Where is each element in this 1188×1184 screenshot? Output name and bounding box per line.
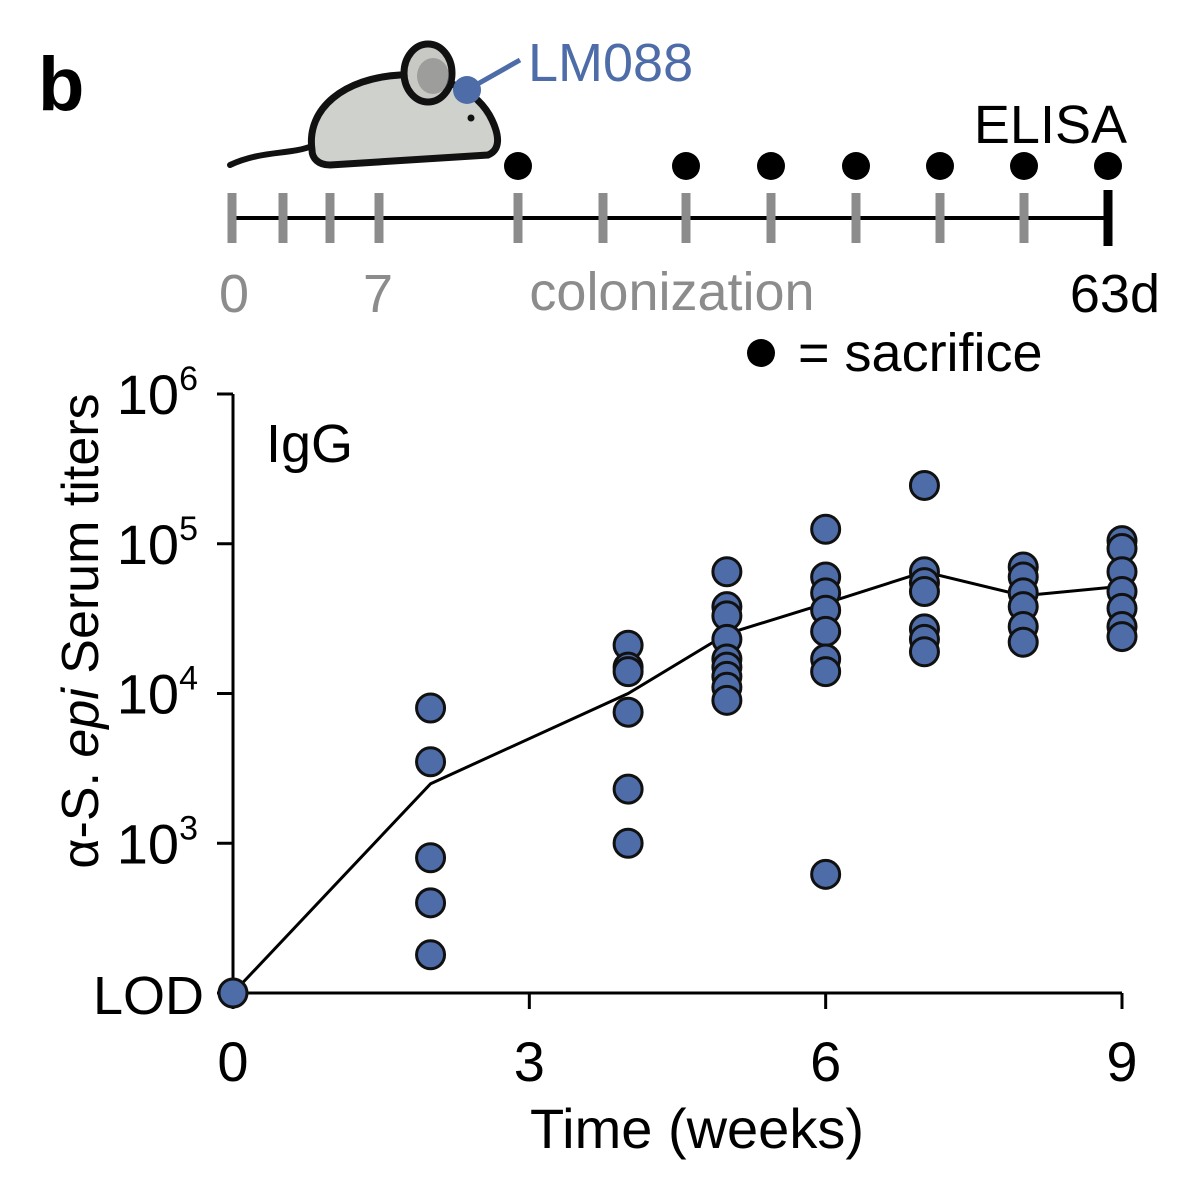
data-point <box>908 636 940 668</box>
readout-label: ELISA <box>974 95 1127 155</box>
data-point <box>415 746 447 778</box>
mean-line <box>231 570 1123 995</box>
legend-sacrifice-text: = sacrifice <box>798 323 1043 383</box>
data-point <box>711 684 743 716</box>
y-tick-label: 106 <box>117 360 198 426</box>
y-tick-label: 104 <box>117 660 198 726</box>
x-tick-label: 9 <box>1106 1030 1137 1093</box>
data-point <box>415 692 447 724</box>
x-tick-label: 0 <box>217 1030 248 1093</box>
mean-line-layer <box>231 570 1123 995</box>
data-point <box>1007 626 1039 658</box>
sacrifice-dot <box>926 152 954 180</box>
data-point <box>1106 621 1138 653</box>
sacrifice-dot <box>504 152 532 180</box>
timeline-label-end: 63d <box>1070 264 1160 324</box>
sacrifice-dot <box>842 152 870 180</box>
timeline-ticks <box>227 193 1029 243</box>
lod-label: LOD <box>93 966 204 1026</box>
timeline-label-phase: colonization <box>529 262 814 322</box>
data-point <box>810 615 842 647</box>
y-axis-title-italic: epi <box>52 687 110 758</box>
y-tick-label-base: 10 <box>117 812 179 875</box>
data-point <box>810 513 842 545</box>
data-point <box>711 556 743 588</box>
data-point <box>810 858 842 890</box>
y-tick-label-exponent: 6 <box>179 360 198 398</box>
x-tick-label: 6 <box>810 1030 841 1093</box>
y-tick-label-base: 10 <box>117 663 179 726</box>
data-point <box>415 939 447 971</box>
x-tick-label: 3 <box>514 1030 545 1093</box>
data-point <box>612 656 644 688</box>
x-axis-title: Time (weeks) <box>530 1097 864 1160</box>
sacrifice-dot <box>672 152 700 180</box>
panel-label: b <box>38 42 84 127</box>
y-tick-label-exponent: 5 <box>179 510 198 548</box>
y-tick-label-base: 10 <box>117 513 179 576</box>
sacrifice-dot <box>1010 152 1038 180</box>
data-point <box>612 696 644 728</box>
y-tick-label: 105 <box>117 510 198 576</box>
timeline-label-start: 0 <box>219 264 249 324</box>
y-tick-label-exponent: 3 <box>179 809 198 847</box>
data-point <box>810 656 842 688</box>
chart-title: IgG <box>266 414 353 474</box>
sacrifice-markers <box>504 152 1122 180</box>
data-point <box>612 773 644 805</box>
y-tick-label-base: 10 <box>117 363 179 426</box>
legend-sacrifice-dot <box>747 339 775 367</box>
y-axis-title-suffix: Serum titers <box>52 393 110 673</box>
sacrifice-dot <box>757 152 785 180</box>
strain-label: LM088 <box>528 33 693 93</box>
mouse-icon <box>227 40 501 169</box>
data-point <box>415 842 447 874</box>
data-points <box>217 469 1138 1009</box>
y-axis-title-prefix: α-S. <box>52 772 110 869</box>
data-point <box>908 575 940 607</box>
strain-pointer-dot <box>453 76 481 104</box>
data-point <box>612 827 644 859</box>
timeline-label-day7: 7 <box>363 264 393 324</box>
data-point <box>415 887 447 919</box>
schematic: LM088 ELISA 0 7 <box>219 33 1160 383</box>
axis-labels: IgG Time (weeks) α-S. epi Serum titers L… <box>52 393 864 1160</box>
y-tick-label: 103 <box>117 809 198 875</box>
sacrifice-dot <box>1094 152 1122 180</box>
data-point <box>908 469 940 501</box>
data-point <box>217 977 249 1009</box>
y-tick-label-exponent: 4 <box>179 660 198 698</box>
y-axis-title: α-S. epi Serum titers <box>52 393 110 868</box>
